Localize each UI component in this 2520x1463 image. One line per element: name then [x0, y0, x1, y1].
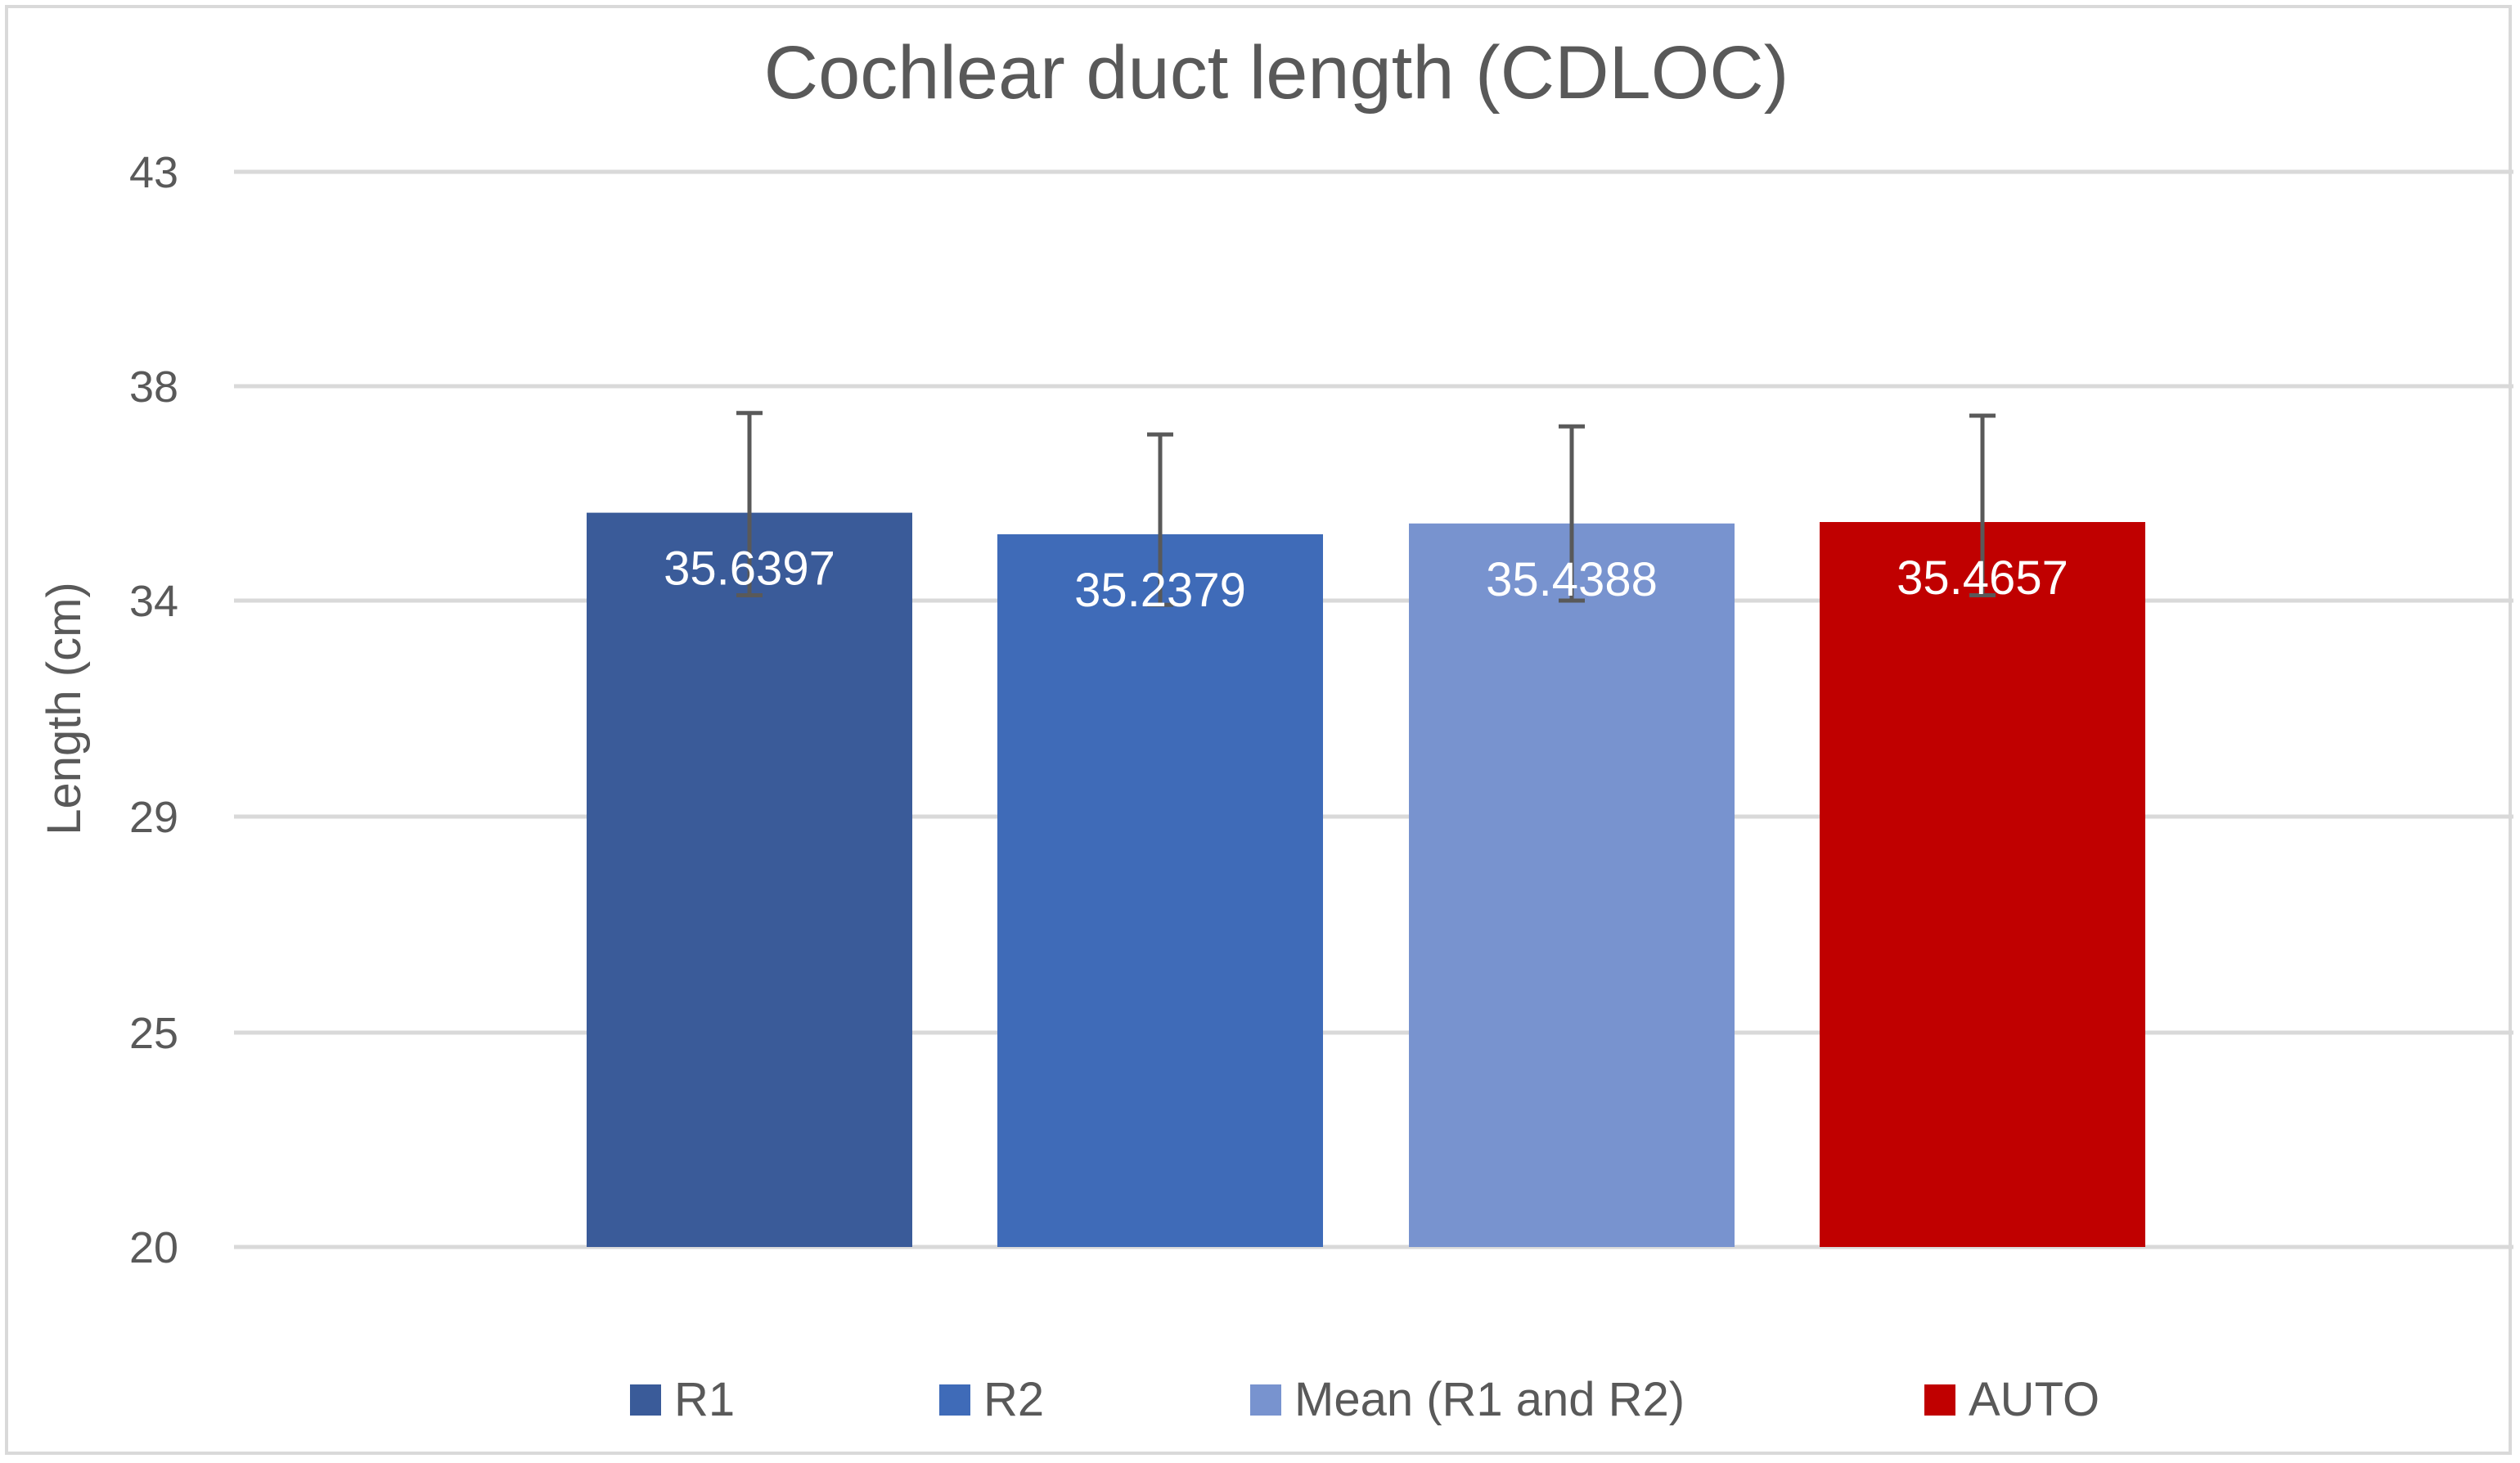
bars	[587, 512, 2145, 1247]
chart-title: Cochlear duct length (CDLOC)	[764, 31, 1789, 115]
y-axis-ticks: 20 25 29 34 38 43	[129, 148, 178, 1272]
data-label: 35.4657	[1897, 551, 2068, 605]
data-label: 35.2379	[1074, 564, 1246, 617]
legend-swatch	[1250, 1384, 1281, 1416]
data-labels: 35.6397 35.2379 35.4388 35.4657	[664, 542, 2068, 617]
error-bars	[736, 411, 1996, 607]
legend-label: Mean (R1 and R2)	[1294, 1373, 1685, 1426]
data-label: 35.4388	[1486, 553, 1658, 606]
legend-swatch	[939, 1384, 970, 1416]
legend: R1 R2 Mean (R1 and R2) AUTO	[630, 1373, 2099, 1426]
data-label: 35.6397	[664, 542, 835, 596]
y-axis-label: Length (cm)	[38, 582, 91, 835]
y-tick-label: 20	[129, 1223, 178, 1272]
y-tick-label: 43	[129, 148, 178, 197]
y-tick-label: 29	[129, 793, 178, 842]
legend-label: R2	[983, 1373, 1044, 1426]
bar	[997, 533, 1323, 1247]
bar	[587, 512, 912, 1247]
legend-swatch	[630, 1384, 661, 1416]
bar	[1409, 523, 1735, 1247]
gridlines	[234, 169, 2513, 1249]
y-tick-label: 25	[129, 1009, 178, 1058]
legend-label: AUTO	[1969, 1373, 2099, 1426]
legend-label: R1	[674, 1373, 735, 1426]
bar	[1820, 521, 2145, 1247]
y-tick-label: 38	[129, 362, 178, 412]
y-tick-label: 34	[129, 577, 178, 626]
legend-swatch	[1924, 1384, 1955, 1416]
